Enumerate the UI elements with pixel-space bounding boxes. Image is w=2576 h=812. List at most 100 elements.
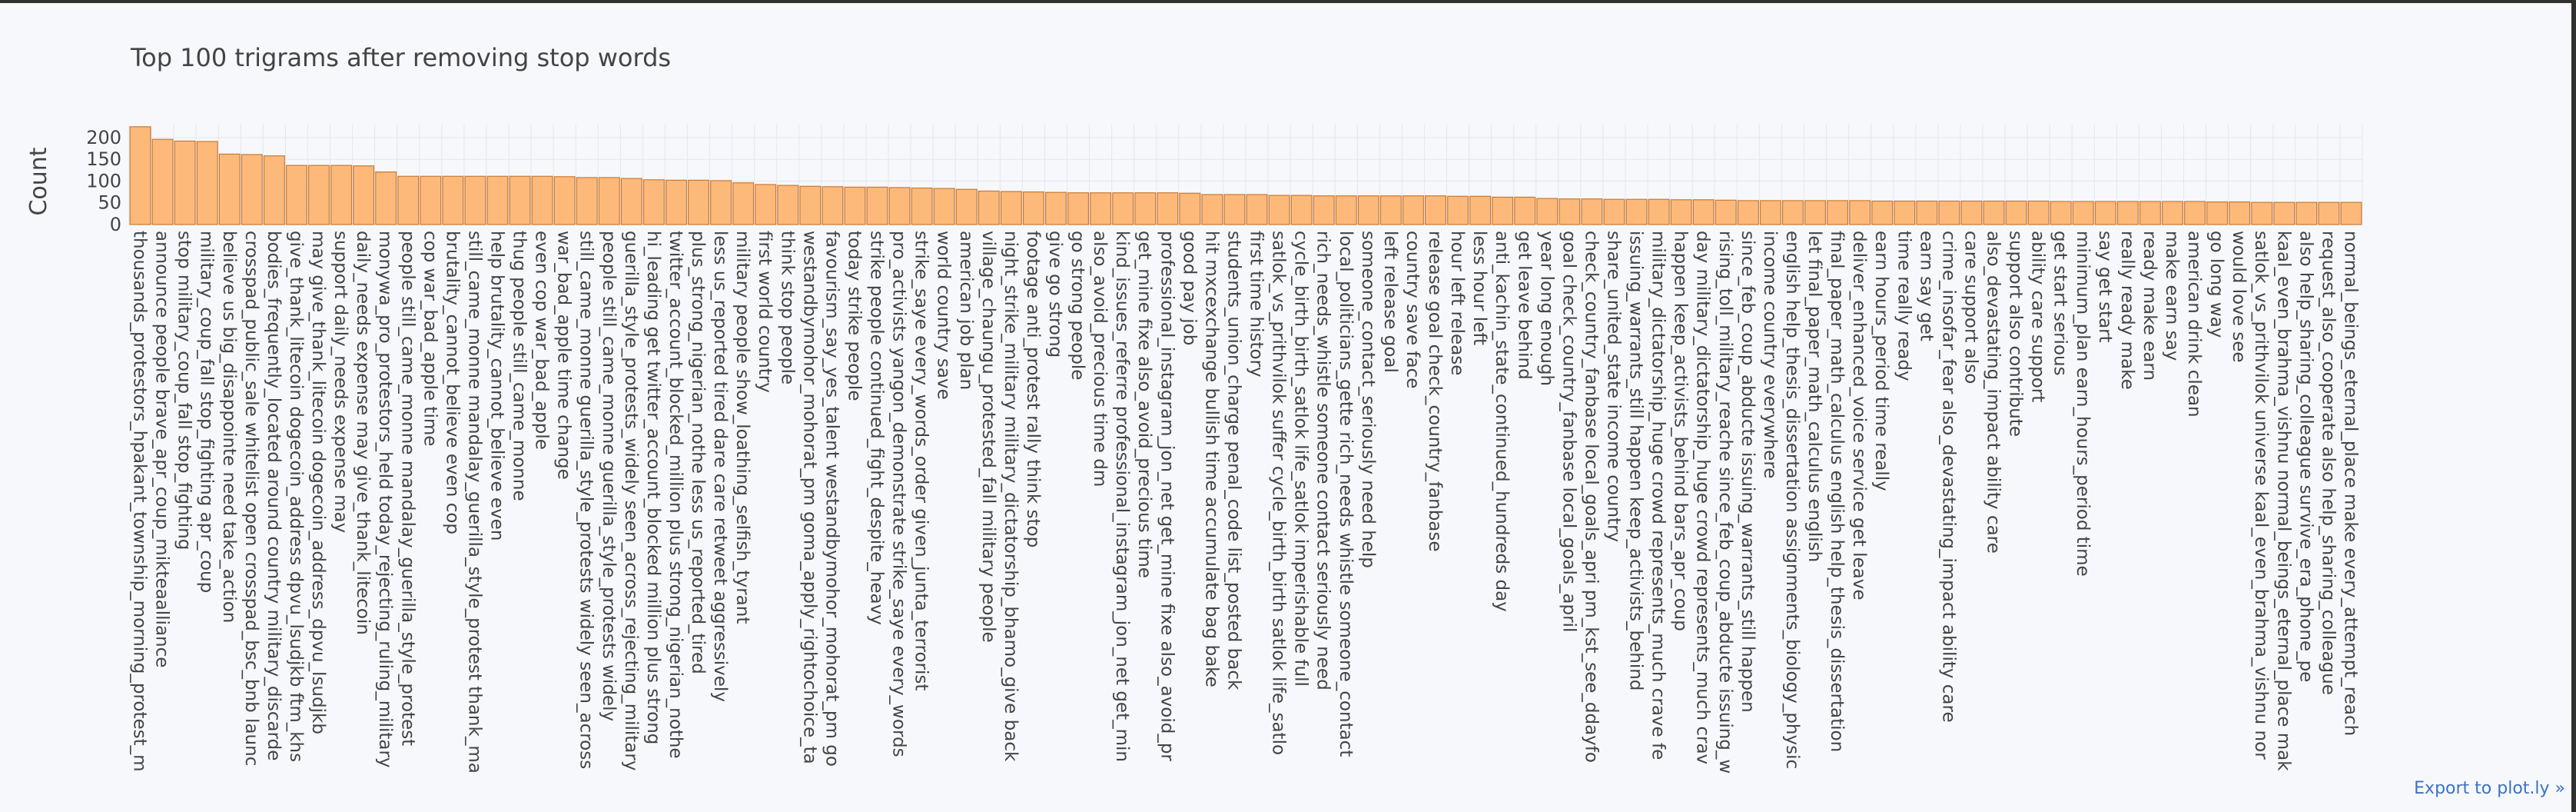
bar [777, 185, 799, 225]
bar [531, 175, 553, 225]
bar [978, 190, 1000, 225]
bar [263, 155, 285, 225]
y-tick-label: 50 [98, 192, 121, 214]
bar [353, 165, 375, 225]
x-tick-label: release goal check_country_fanbase [1425, 231, 1445, 552]
x-tick-label: make earn say [2162, 231, 2182, 361]
x-tick-label: rich_needs_whistle someone contact serio… [1313, 231, 1333, 691]
window-top-border [0, 0, 2576, 3]
bar [1692, 199, 1715, 225]
bar [2005, 200, 2027, 225]
x-tick-label: village_chaungu_protested_fall military … [978, 231, 998, 643]
x-tick-label: deliver_enhanced_voice service get leave [1849, 231, 1869, 600]
x-tick-label: people still_came_monne mandalay_guerill… [397, 231, 417, 746]
bar [822, 186, 844, 225]
bar [1871, 200, 1894, 225]
x-tick-label: income country everywhere [1760, 231, 1780, 478]
bar [1983, 200, 2005, 225]
x-tick-label: may give_thank_litecoin dogecoin_address… [308, 231, 328, 734]
x-tick-label: give go strong [1045, 231, 1065, 358]
bar [799, 185, 822, 225]
bar [1201, 194, 1223, 225]
y-tick-label: 100 [86, 170, 121, 191]
bar [1022, 191, 1044, 225]
x-tick-label: share_united_state income country [1603, 231, 1623, 542]
bar [375, 171, 397, 225]
bar [1960, 200, 1983, 225]
bar [710, 180, 732, 225]
x-tick-label: normal_beings_eternal_place make every_a… [2340, 231, 2360, 736]
bar [1179, 192, 1201, 225]
chart-title: Top 100 trigrams after removing stop wor… [130, 43, 671, 72]
x-tick-label: still_came_monne mandalay_guerilla_style… [464, 231, 484, 774]
bar [2273, 201, 2295, 225]
bar [308, 165, 330, 225]
bar [2251, 201, 2273, 225]
export-to-plotly-link[interactable]: Export to plot.ly » [2414, 779, 2565, 798]
bar [1290, 195, 1313, 225]
bar [2094, 201, 2116, 225]
bar [598, 177, 620, 225]
x-tick-label: support daily_needs expense may [330, 231, 350, 533]
bar [1559, 198, 1581, 225]
x-tick-label: pro_activists yangon_demonstrate strike_… [889, 231, 909, 757]
x-tick-label: let final_paper_math_calculus english [1804, 231, 1824, 562]
x-tick-label: get leave behind [1514, 231, 1534, 380]
trigram-bar-chart: Top 100 trigrams after removing stop wor… [25, 43, 2363, 774]
bar [464, 175, 486, 225]
bar [911, 187, 933, 225]
bar [1157, 192, 1179, 225]
x-tick-label: ability care support [2028, 231, 2048, 402]
chart-area: Top 100 trigrams after removing stop wor… [0, 3, 2571, 812]
x-tick-label: kaal_even_brahma_vishnu normal_beings_et… [2273, 231, 2293, 771]
x-tick-label: also_avoid_precious time dm [1090, 231, 1110, 487]
x-tick-label: less us_reported tired dare care retweet… [710, 231, 730, 702]
y-tick-label: 200 [86, 127, 121, 148]
x-tick-label: guerilla_style_protests_widely seen_acro… [621, 231, 641, 770]
bar [2340, 201, 2362, 225]
x-tick-label: someone_contact_seriously need help [1358, 231, 1378, 568]
x-tick-label: check_country_fanbase local_goals_apri p… [1581, 231, 1601, 763]
bar [1313, 195, 1335, 225]
bar [1067, 192, 1090, 225]
bar [1335, 195, 1357, 225]
x-tick-label: earn say get [1916, 231, 1936, 341]
bar [1737, 200, 1759, 225]
x-tick-label: earn hours_period time really [1871, 231, 1891, 491]
bar [844, 186, 866, 225]
x-tick-label: world country save [934, 231, 954, 400]
x-tick-label: american drink clean [2184, 231, 2204, 418]
x-tick-label: cycle_birth_birth_satlok life_satlok imp… [1291, 231, 1311, 687]
x-tick-label: get_mine fixe also_avoid_precious time [1134, 231, 1154, 578]
bar [2050, 201, 2072, 225]
x-tick-label: believe us big_disappointe need take_act… [219, 231, 239, 623]
x-tick-label: monywa_pro_protestors_held today_rejecti… [375, 231, 395, 768]
bar [2318, 201, 2340, 225]
x-tick-label: satlok_vs_prithvilok universe kaal_even_… [2251, 231, 2271, 760]
bar [1715, 199, 1737, 225]
x-tick-label: less hour left [1469, 231, 1489, 345]
x-tick-label: even cop war_bad_apple [532, 231, 552, 450]
bar [1223, 194, 1246, 225]
x-tick-label: satlok_vs_prithvilok suffer cycle_birth_… [1269, 231, 1289, 755]
x-tick-label: military_coup_fall stop_fighting apr_cou… [197, 231, 217, 593]
x-tick-label: left release goal [1380, 231, 1400, 373]
x-tick-label: kind_issues_referre professional_instagr… [1112, 231, 1132, 762]
bar [1492, 196, 1514, 225]
x-tick-label: war_bad_apple time change [554, 231, 574, 480]
x-tick-label: local_politicians_gette rich_needs whist… [1336, 231, 1356, 757]
bar [1134, 192, 1157, 225]
x-axis-ticks: thousands_protestors_hpakant_township_mo… [130, 231, 2361, 774]
x-tick-label: night_strike_military military_dictators… [1001, 231, 1021, 762]
x-tick-label: really ready make [2117, 231, 2137, 390]
bar [955, 188, 978, 225]
x-tick-label: today strike people [844, 231, 864, 401]
bar [1402, 195, 1424, 225]
y-axis-title: Count [25, 147, 52, 215]
bar [2184, 201, 2206, 225]
bar [2162, 201, 2183, 225]
bar [2295, 201, 2318, 225]
bar [1514, 196, 1536, 225]
bar [174, 140, 196, 225]
x-tick-label: english help_thesis_dissertation assignm… [1782, 231, 1802, 769]
